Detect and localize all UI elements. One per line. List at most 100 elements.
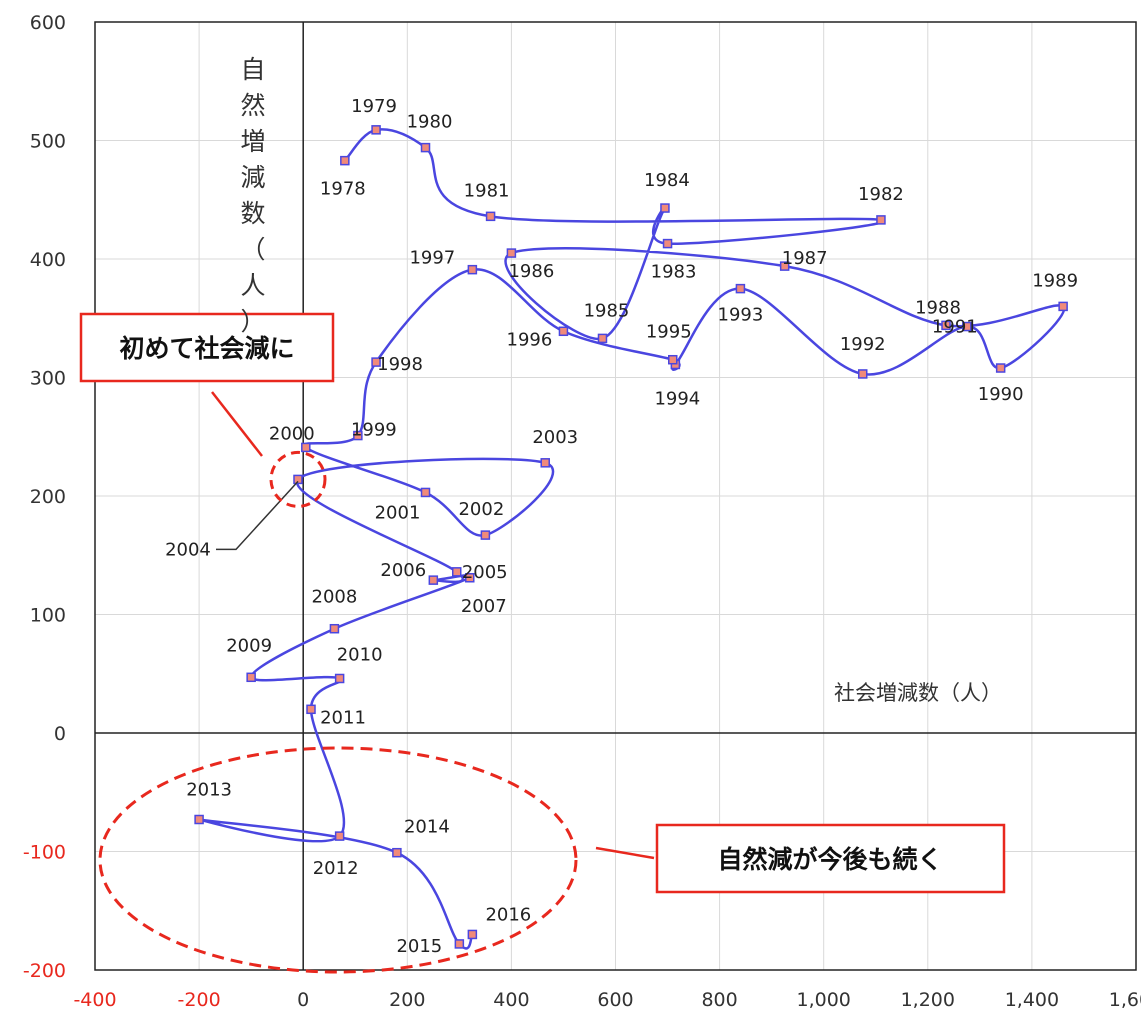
data-point [451, 567, 462, 577]
point-label: 2006 [380, 560, 426, 581]
data-point [668, 354, 678, 365]
x-tick-label: 1,600 [1109, 989, 1141, 1011]
point-label: 1980 [407, 112, 453, 133]
data-point [334, 831, 345, 841]
x-tick-label: 1,200 [901, 989, 955, 1011]
data-point [420, 487, 431, 498]
leader-line [215, 480, 299, 551]
data-point [480, 530, 491, 540]
x-tick-label: 200 [389, 989, 425, 1011]
point-label: 2008 [312, 587, 358, 608]
point-label: 1994 [654, 388, 700, 409]
data-point [558, 326, 569, 337]
axes [94, 21, 1137, 971]
point-label: 2012 [313, 858, 359, 879]
point-label: 1982 [858, 184, 904, 205]
y-tick-label: -100 [23, 842, 66, 864]
point-label: 2001 [375, 502, 421, 523]
data-point [995, 363, 1006, 373]
data-point [371, 357, 381, 367]
callout-connector [595, 846, 655, 860]
point-label: 1996 [507, 329, 553, 350]
point-label: 1988 [915, 297, 961, 318]
data-point [662, 238, 673, 249]
callout-box [655, 823, 1006, 894]
point-label: 1990 [978, 384, 1024, 405]
y-axis-label-char: 数 [240, 199, 265, 228]
data-point [293, 474, 303, 485]
point-label: 2009 [226, 635, 272, 656]
x-tick-label: 1,000 [796, 989, 850, 1011]
data-point [340, 155, 350, 166]
x-axis-label: 社会増減数（人） [834, 681, 1002, 705]
point-label: 2016 [485, 904, 531, 925]
x-tick-label: -400 [73, 989, 116, 1011]
data-point [735, 283, 746, 294]
highlight-ellipse [98, 746, 578, 974]
point-label: 1992 [840, 334, 886, 355]
y-tick-label: 500 [30, 131, 66, 153]
point-label: 2014 [404, 817, 450, 838]
point-label: 2007 [461, 596, 507, 617]
tick-labels: -400 -200 0 200 400 600 800 1,000 1,200 1,400 1,60… [23, 12, 1141, 1011]
point-labels: 1978 1979 1980 1981 1982 1983 1984 1985 1986 1987… [165, 96, 1078, 957]
point-label: 1998 [377, 354, 423, 375]
y-axis-label-char: 自 [240, 55, 265, 84]
point-label: 2004 [165, 539, 211, 560]
data-point [301, 442, 311, 453]
point-label: 1978 [320, 179, 366, 200]
data-point [329, 623, 340, 634]
point-label: 1993 [718, 305, 764, 326]
x-tick-label: -200 [178, 989, 221, 1011]
callout-text: 自然減が今後も続く [717, 845, 942, 874]
data-point [465, 573, 475, 583]
data-point [420, 142, 431, 153]
data-point [306, 704, 316, 715]
y-tick-label: 0 [54, 723, 66, 745]
plot-frame [94, 21, 1137, 971]
x-tick-label: 400 [493, 989, 529, 1011]
data-point [467, 929, 478, 940]
y-tick-label: 400 [30, 249, 66, 271]
point-label: 2010 [337, 644, 383, 665]
data-point [506, 248, 517, 258]
x-tick-label: 0 [297, 989, 309, 1011]
x-tick-label: 1,400 [1005, 989, 1059, 1011]
data-point [485, 211, 496, 222]
data-point [392, 847, 402, 858]
x-tick-label: 600 [597, 989, 633, 1011]
y-tick-label: 100 [30, 605, 66, 627]
callout-text: 初めて社会減に [119, 334, 294, 363]
data-point [1058, 301, 1068, 312]
callout-connector [211, 391, 263, 457]
y-tick-label: -200 [23, 960, 66, 982]
data-point [597, 333, 608, 344]
point-label: 2015 [396, 936, 442, 957]
point-label: 1997 [409, 248, 455, 269]
point-label: 2013 [186, 780, 232, 801]
point-label: 2000 [269, 423, 315, 444]
point-label: 1985 [584, 300, 630, 321]
point-label: 1986 [508, 261, 554, 282]
data-point [962, 321, 972, 332]
point-label: 2003 [532, 427, 578, 448]
data-markers [194, 125, 1068, 949]
point-label: 2011 [320, 707, 366, 728]
data-point [454, 939, 465, 949]
point-label: 1999 [351, 420, 397, 441]
point-label: 1991 [932, 317, 978, 338]
point-label: 1984 [644, 170, 690, 191]
point-label: 2002 [458, 499, 504, 520]
point-label: 1995 [646, 322, 692, 343]
point-label: 1981 [464, 180, 510, 201]
y-axis-label-char: 増 [240, 127, 265, 156]
data-point [334, 673, 345, 684]
data-point [428, 575, 439, 585]
point-label: 1989 [1032, 270, 1078, 291]
point-label: 1979 [351, 96, 397, 117]
y-tick-label: 600 [30, 12, 66, 34]
data-point [540, 458, 550, 468]
